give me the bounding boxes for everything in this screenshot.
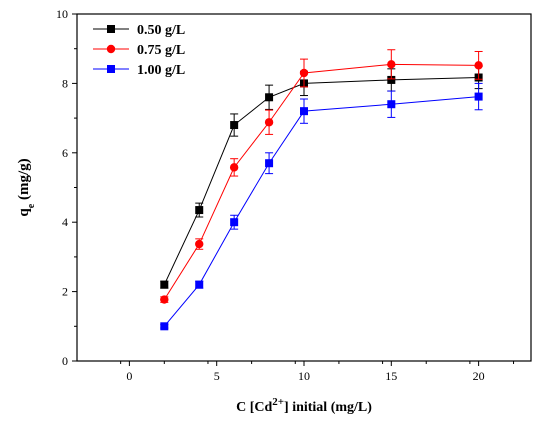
x-tick-label: 0 [126,369,132,383]
data-point [300,107,308,116]
series-line [163,96,479,327]
x-axis-label: C [Cd2+] initial (mg/L) [236,396,372,415]
data-point [265,93,274,102]
data-point [474,61,483,70]
legend-marker [107,65,115,73]
series-1 [160,49,483,304]
x-tick-label: 15 [385,369,397,383]
y-tick-label: 0 [62,354,68,368]
y-tick-label: 6 [62,146,68,160]
series-2 [160,82,483,331]
data-point [230,121,239,130]
x-tick-label: 20 [473,369,485,383]
data-point [299,68,309,78]
data-point [387,60,396,69]
series-line [163,63,479,300]
y-tick-label: 4 [62,215,68,229]
data-point [195,206,204,215]
y-tick-label: 2 [62,285,68,299]
series-line [163,77,479,285]
data-point [160,322,169,331]
y-axis-label: qe (mg/g) [16,158,37,216]
data-point [387,75,396,84]
data-point [387,100,396,109]
data-point [265,159,274,168]
data-point [474,92,483,101]
legend-label: 0.75 g/L [137,43,185,58]
legend-entry-0: 0.50 g/L [93,23,185,38]
data-point [195,280,204,289]
y-tick-label: 8 [62,76,68,90]
y-tick-label: 10 [56,7,68,21]
legend-entry-1: 0.75 g/L [93,43,185,58]
data-point [230,218,239,227]
data-point [229,163,239,172]
legend-label: 1.00 g/L [137,63,185,78]
legend: 0.50 g/L 0.75 g/L 1.00 g/L [93,23,185,78]
series-0 [160,65,483,289]
axis-labels: C [Cd2+] initial (mg/L) qe (mg/g) [16,158,372,415]
data-point [195,239,204,249]
x-tick-label: 10 [298,369,310,383]
data-point [160,280,169,289]
data-point [264,118,274,127]
legend-label: 0.50 g/L [137,23,185,38]
legend-entry-2: 1.00 g/L [93,63,185,78]
axes: 0 5 10 15 20 0 2 4 6 8 10 [56,7,515,383]
x-tick-label: 5 [214,369,220,383]
data-point [160,295,169,304]
series-layer [160,49,483,331]
legend-marker [107,25,115,33]
legend-marker [106,44,116,54]
